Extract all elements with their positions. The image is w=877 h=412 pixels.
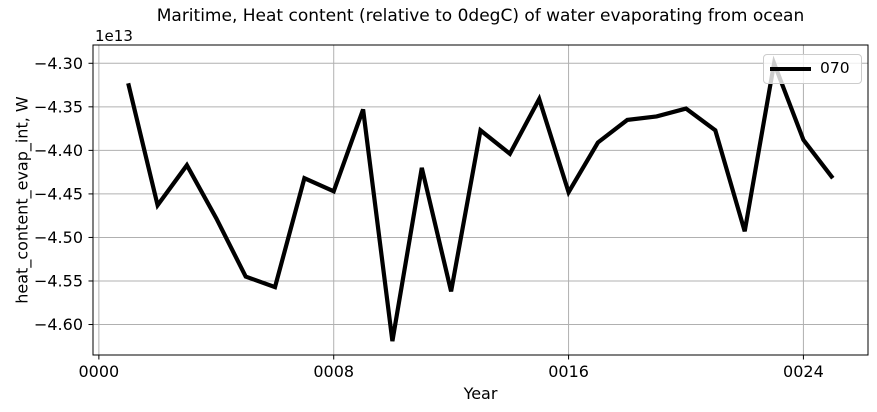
x-tick-label: 0016 [548,362,589,381]
axes-border [92,44,869,356]
x-tick-label: 0000 [79,362,120,381]
y-axis-offset-label: 1e13 [95,27,133,45]
legend: 070 [763,54,862,84]
y-tick-label: −4.45 [34,185,83,204]
y-tick-label: −4.50 [34,228,83,247]
y-tick-label: −4.40 [34,141,83,160]
chart-title: Maritime, Heat content (relative to 0deg… [156,6,805,26]
x-axis-label: Year [463,384,498,403]
y-axis-label: heat_content_evap_int, W [12,96,32,304]
x-tick-label: 0008 [313,362,354,381]
data-line-070 [126,55,835,342]
x-tick-label: 0024 [783,362,824,381]
y-tick-label: −4.60 [34,315,83,334]
y-tick-label: −4.30 [34,54,83,73]
y-tick-label: −4.55 [34,272,83,291]
legend-entry-label: 070 [820,59,850,78]
y-tick-label: −4.35 [34,97,83,116]
legend-line-sample [770,67,811,71]
